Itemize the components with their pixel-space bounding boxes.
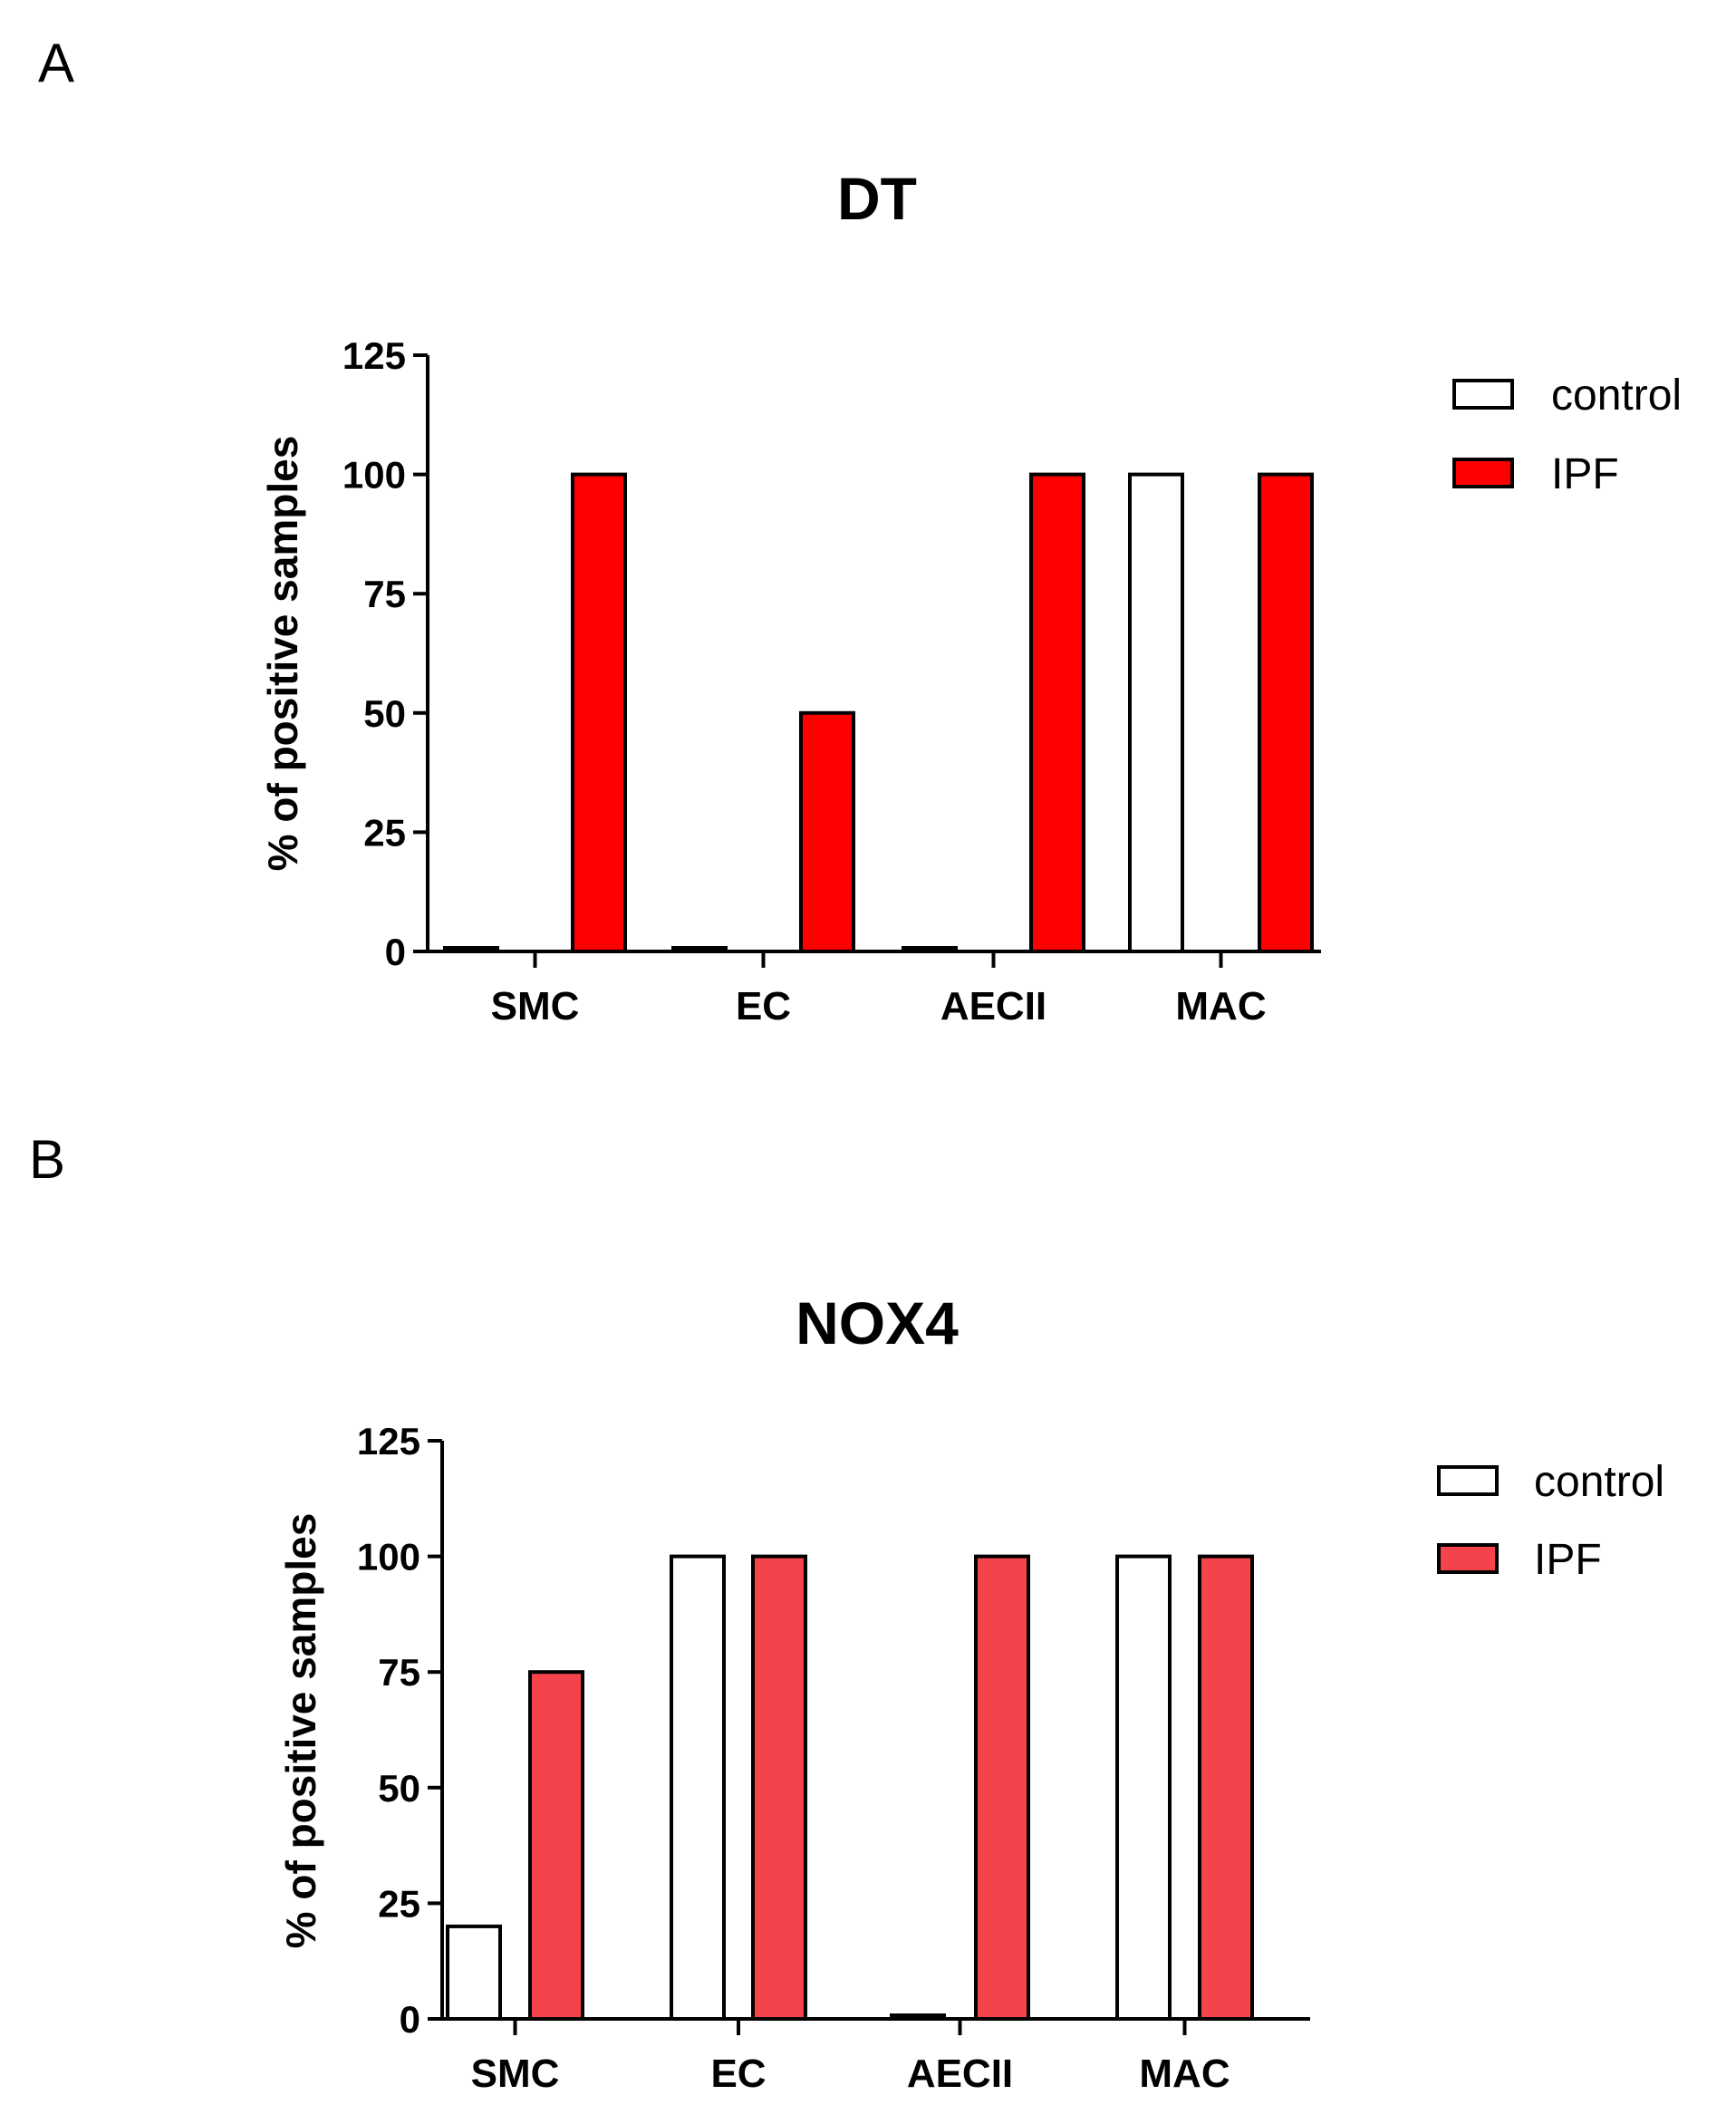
- legend-label-ipf: IPF: [1551, 450, 1619, 498]
- y-tick-label: 75: [363, 573, 406, 615]
- chart-title: NOX4: [796, 1289, 959, 1356]
- bar-ipf-aecii: [974, 1554, 1030, 2021]
- y-tick-label: 25: [363, 811, 406, 854]
- bar-ipf-ec: [799, 710, 855, 953]
- x-tick-label: AECII: [907, 2052, 1013, 2096]
- legend-label-ipf: IPF: [1534, 1536, 1602, 1584]
- y-tick-label: 0: [400, 1998, 420, 2041]
- y-axis-label: % of positive samples: [259, 436, 306, 872]
- bar-ipf-aecii: [1029, 472, 1085, 953]
- x-tick-label: SMC: [471, 2052, 560, 2096]
- legend-swatch-control: [1437, 1465, 1499, 1496]
- chart-dt: DT % of positive samples 0 25 50 75 100 125 SMC E…: [259, 165, 1682, 1028]
- x-tick-label: EC: [736, 984, 791, 1028]
- y-axis-label: % of positive samples: [277, 1513, 324, 1949]
- bar-control-mac: [1128, 472, 1184, 953]
- panel-label-a: A: [38, 33, 74, 93]
- bar-control-smc: [443, 946, 499, 953]
- x-tick-label: SMC: [491, 984, 580, 1028]
- legend-swatch-ipf: [1437, 1543, 1499, 1574]
- bar-ipf-mac: [1258, 472, 1314, 953]
- legend-swatch-control: [1452, 379, 1514, 410]
- bar-control-smc: [446, 1924, 502, 2021]
- legend-label-control: control: [1534, 1458, 1664, 1506]
- chart-title: DT: [837, 165, 917, 232]
- x-tick-label: AECII: [940, 984, 1046, 1028]
- y-tick-label: 25: [378, 1882, 420, 1925]
- bar-control-mac: [1115, 1554, 1172, 2021]
- y-tick-label: 100: [342, 454, 406, 497]
- bar-control-ec: [671, 946, 728, 953]
- y-tick-label: 75: [378, 1651, 420, 1694]
- bar-ipf-smc: [528, 1670, 584, 2021]
- bar-control-ec: [670, 1554, 726, 2021]
- x-tick-label: MAC: [1139, 2052, 1230, 2096]
- chart-nox4: NOX4 % of positive samples 0 25 50 75 100 125 SM…: [277, 1289, 1664, 2096]
- y-tick-label: 0: [385, 931, 406, 973]
- bar-ipf-smc: [571, 472, 627, 953]
- bar-control-aecii: [890, 2013, 946, 2021]
- legend-label-control: control: [1551, 372, 1682, 420]
- bar-ipf-ec: [751, 1554, 807, 2021]
- y-tick-label: 50: [378, 1767, 420, 1810]
- y-tick-label: 50: [363, 692, 406, 735]
- bar-control-aecii: [902, 946, 958, 953]
- bar-ipf-mac: [1198, 1554, 1254, 2021]
- x-tick-label: EC: [710, 2052, 766, 2096]
- y-tick-label: 125: [342, 334, 406, 377]
- x-tick-label: MAC: [1175, 984, 1266, 1028]
- y-tick-label: 100: [357, 1536, 420, 1579]
- y-tick-label: 125: [357, 1420, 420, 1463]
- legend-swatch-ipf: [1452, 458, 1514, 488]
- panel-label-b: B: [29, 1129, 65, 1190]
